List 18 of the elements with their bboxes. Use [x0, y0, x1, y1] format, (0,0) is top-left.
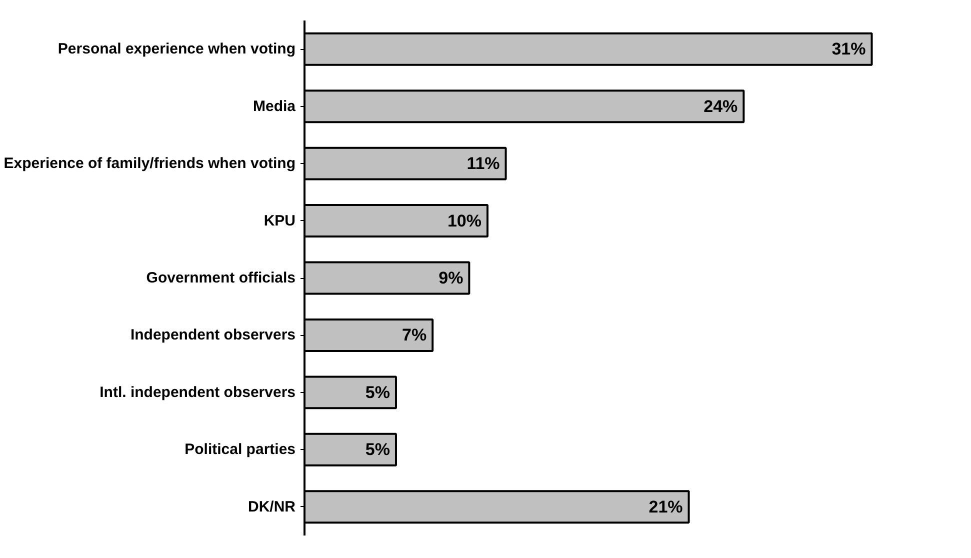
y-tick-label: Political parties [184, 441, 296, 458]
data-label: 11% [466, 154, 500, 174]
data-label: 9% [438, 268, 464, 288]
y-tick-label: Experience of family/friends when voting [4, 155, 296, 172]
data-label: 24% [704, 96, 738, 116]
y-tick-label: Media [252, 98, 296, 115]
y-tick-label: Independent observers [130, 326, 296, 344]
y-tick-label: Intl. independent observers [100, 384, 296, 401]
data-label: 7% [402, 326, 427, 345]
y-tick-label: DK/NR [248, 498, 296, 516]
data-label: 5% [365, 382, 390, 402]
data-label: 5% [365, 440, 390, 460]
data-label: 31% [832, 40, 866, 59]
y-tick-label: Personal experience when voting [58, 40, 296, 58]
data-label: 10% [447, 211, 482, 230]
y-tick-label: KPU [264, 212, 296, 230]
y-tick-label: Government officials [146, 270, 296, 286]
data-label: 21% [648, 497, 683, 516]
